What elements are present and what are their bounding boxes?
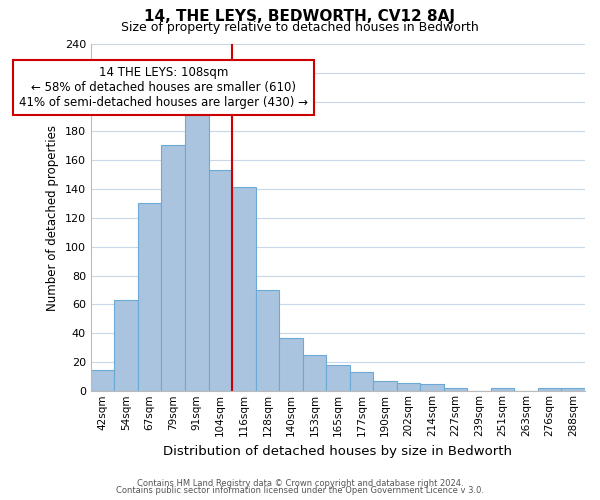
Bar	[138, 203, 161, 392]
Text: Size of property relative to detached houses in Bedworth: Size of property relative to detached ho…	[121, 22, 479, 35]
Bar	[209, 170, 232, 392]
Bar	[256, 290, 279, 392]
Bar	[115, 300, 138, 392]
Text: 14, THE LEYS, BEDWORTH, CV12 8AJ: 14, THE LEYS, BEDWORTH, CV12 8AJ	[145, 9, 455, 24]
Bar	[420, 384, 444, 392]
Text: 14 THE LEYS: 108sqm
← 58% of detached houses are smaller (610)
41% of semi-detac: 14 THE LEYS: 108sqm ← 58% of detached ho…	[19, 66, 308, 108]
X-axis label: Distribution of detached houses by size in Bedworth: Distribution of detached houses by size …	[163, 444, 512, 458]
Bar	[161, 146, 185, 392]
Text: Contains public sector information licensed under the Open Government Licence v : Contains public sector information licen…	[116, 486, 484, 495]
Text: Contains HM Land Registry data © Crown copyright and database right 2024.: Contains HM Land Registry data © Crown c…	[137, 478, 463, 488]
Bar	[326, 365, 350, 392]
Bar	[397, 382, 420, 392]
Bar	[232, 187, 256, 392]
Bar	[350, 372, 373, 392]
Bar	[91, 370, 115, 392]
Bar	[562, 388, 585, 392]
Y-axis label: Number of detached properties: Number of detached properties	[46, 124, 59, 310]
Bar	[538, 388, 562, 392]
Bar	[373, 381, 397, 392]
Bar	[185, 102, 209, 392]
Bar	[279, 338, 302, 392]
Bar	[302, 355, 326, 392]
Bar	[491, 388, 514, 392]
Bar	[444, 388, 467, 392]
